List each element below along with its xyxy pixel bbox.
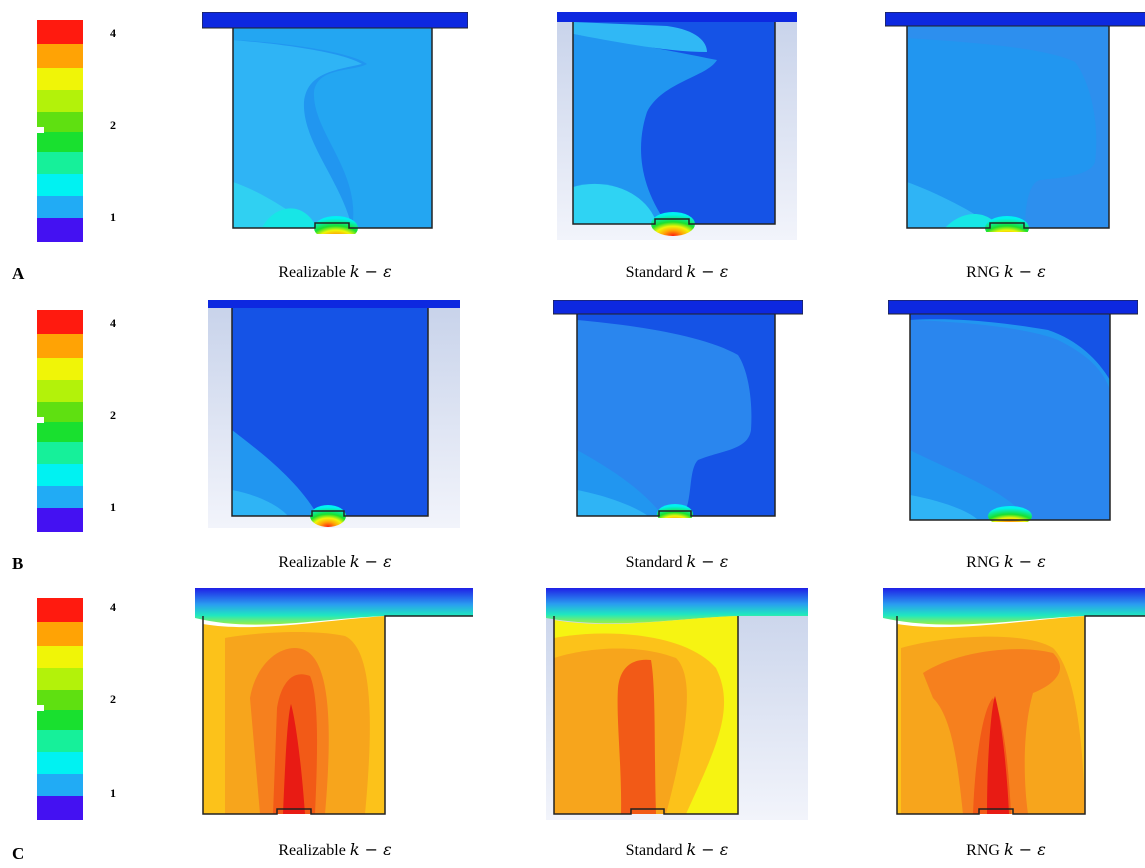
caption-name: Standard [625, 264, 683, 281]
caption-math: k − ε [686, 552, 729, 571]
caption-name: RNG [966, 842, 1000, 859]
legend-tick-1: 1 [110, 500, 116, 514]
row-label: B [12, 554, 24, 573]
contour-plot-realizable [202, 12, 468, 234]
caption-math: k − ε [686, 840, 729, 859]
row-b: 4 2 1 B Realizable k − ε Standard k − ε [0, 290, 1145, 580]
color-legend [37, 310, 83, 532]
caption-name: Standard [625, 554, 683, 571]
row-c: 4 2 1 C Realizable k − ε Standard k − ε [0, 578, 1145, 868]
caption-name: Realizable [278, 554, 346, 571]
caption-math: k − ε [1003, 840, 1046, 859]
contour-plot-realizable [195, 588, 473, 816]
contour-plot-standard [553, 300, 803, 518]
legend-tick-1: 1 [110, 210, 116, 224]
contour-plot-realizable [208, 300, 460, 528]
caption-standard: Standard k − ε [557, 840, 797, 860]
caption-math: k − ε [349, 840, 392, 859]
contour-plot-rng [888, 300, 1138, 522]
contour-plot-standard [557, 12, 797, 240]
legend-tick-4: 4 [110, 316, 116, 330]
legend-tick-4: 4 [110, 26, 116, 40]
legend-tick-2: 2 [110, 692, 116, 706]
caption-rng: RNG k − ε [886, 262, 1126, 282]
contour-plot-standard [546, 588, 808, 820]
contour-plot-rng [885, 12, 1145, 232]
row-label: C [12, 844, 25, 863]
contour-plot-rng [883, 588, 1145, 816]
row-label: A [12, 264, 25, 283]
caption-math: k − ε [1003, 262, 1046, 281]
caption-name: RNG [966, 264, 1000, 281]
caption-realizable: Realizable k − ε [215, 840, 455, 860]
legend-tick-2: 2 [110, 118, 116, 132]
caption-rng: RNG k − ε [886, 552, 1126, 572]
caption-math: k − ε [686, 262, 729, 281]
color-legend [37, 20, 83, 242]
caption-realizable: Realizable k − ε [215, 552, 455, 572]
caption-math: k − ε [1003, 552, 1046, 571]
color-legend [37, 598, 83, 820]
legend-tick-4: 4 [110, 600, 116, 614]
caption-name: Standard [625, 842, 683, 859]
caption-standard: Standard k − ε [557, 262, 797, 282]
caption-math: k − ε [349, 552, 392, 571]
caption-name: Realizable [278, 842, 346, 859]
caption-name: RNG [966, 554, 1000, 571]
caption-math: k − ε [349, 262, 392, 281]
caption-name: Realizable [278, 264, 346, 281]
caption-realizable: Realizable k − ε [215, 262, 455, 282]
legend-tick-2: 2 [110, 408, 116, 422]
row-a: 4 2 1 A Realizable k − ε Standa [0, 0, 1145, 290]
caption-standard: Standard k − ε [557, 552, 797, 572]
caption-rng: RNG k − ε [886, 840, 1126, 860]
legend-tick-1: 1 [110, 786, 116, 800]
